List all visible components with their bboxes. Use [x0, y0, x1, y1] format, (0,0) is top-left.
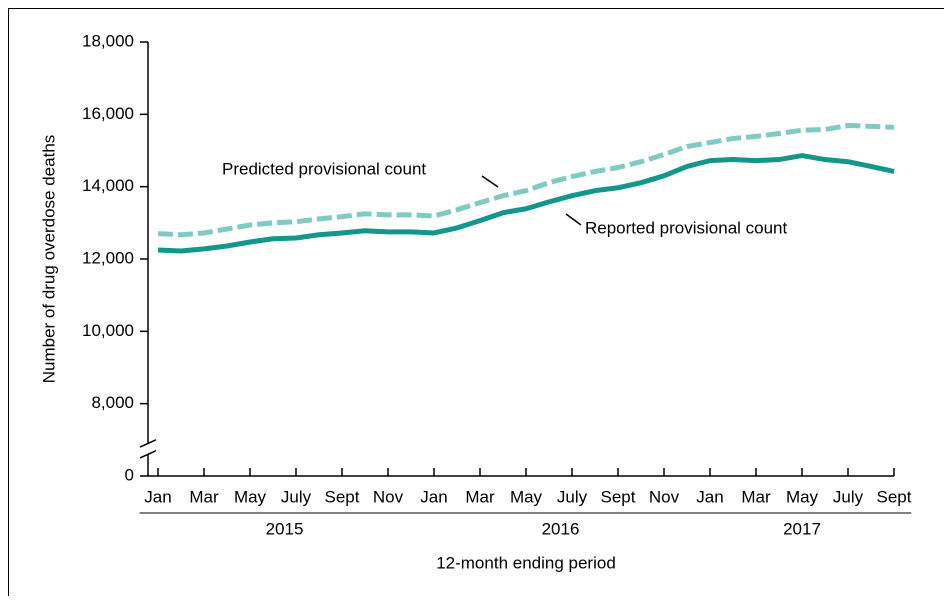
- y-tick-label: 14,000: [82, 176, 134, 195]
- leader-line: [566, 214, 581, 225]
- x-tick-label: May: [510, 487, 543, 506]
- series-label: Predicted provisional count: [222, 159, 426, 178]
- x-tick-label: May: [234, 487, 267, 506]
- x-tick-label: July: [557, 487, 588, 506]
- y-tick-label: 10,000: [82, 321, 134, 340]
- x-tick-label: Sept: [877, 487, 912, 506]
- y-tick-label: 0: [125, 465, 134, 484]
- x-tick-label: Jan: [144, 487, 171, 506]
- x-tick-label: Sept: [601, 487, 636, 506]
- x-tick-label: Jan: [420, 487, 447, 506]
- group-label: 2016: [542, 519, 580, 538]
- x-tick-label: Mar: [189, 487, 219, 506]
- x-tick-label: May: [786, 487, 819, 506]
- frame: [9, 9, 944, 597]
- series-label: Reported provisional count: [585, 218, 788, 237]
- x-tick-label: Mar: [741, 487, 771, 506]
- x-tick-label: Sept: [325, 487, 360, 506]
- group-label: 2015: [266, 519, 304, 538]
- y-tick-label: 16,000: [82, 104, 134, 123]
- x-axis-label: 12-month ending period: [436, 553, 616, 572]
- y-tick-label: 8,000: [91, 393, 134, 412]
- x-tick-label: July: [833, 487, 864, 506]
- x-tick-label: Nov: [373, 487, 404, 506]
- leader-line: [482, 176, 498, 187]
- x-tick-label: Mar: [465, 487, 495, 506]
- y-axis-label: Number of drug overdose deaths: [39, 135, 58, 384]
- x-tick-label: July: [281, 487, 312, 506]
- x-tick-label: Nov: [649, 487, 680, 506]
- group-label: 2017: [783, 519, 821, 538]
- y-tick-label: 12,000: [82, 248, 134, 267]
- y-tick-label: 18,000: [82, 31, 134, 50]
- x-tick-label: Jan: [696, 487, 723, 506]
